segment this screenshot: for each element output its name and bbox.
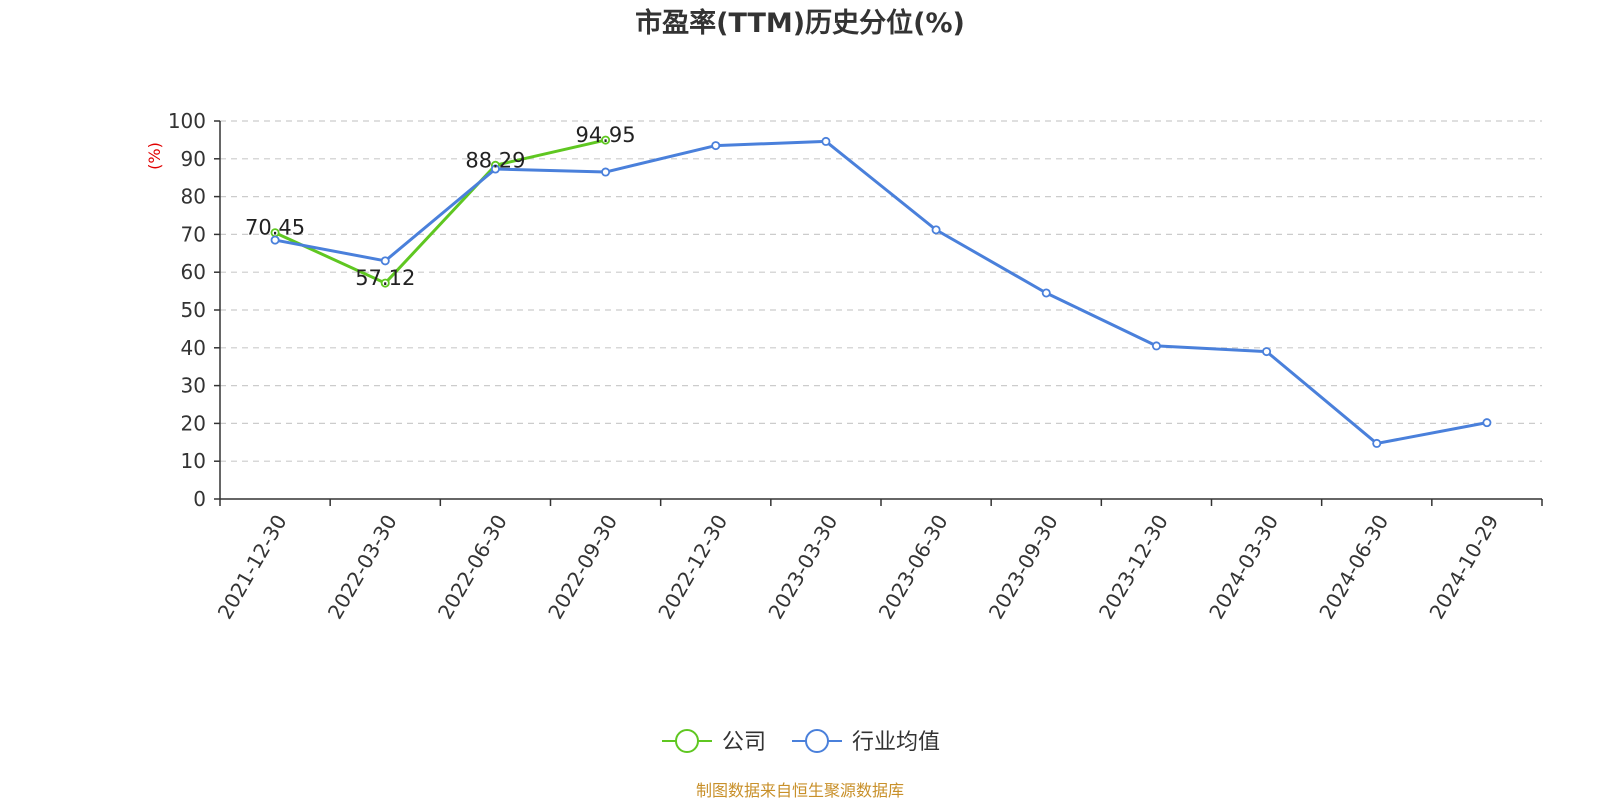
x-tick-label: 2022-12-30	[653, 511, 732, 624]
x-tick-label: 2023-06-30	[874, 510, 953, 623]
legend-item-0[interactable]: 公司	[662, 729, 766, 755]
x-tick-label: 2024-03-30	[1204, 511, 1283, 624]
grid-lines	[220, 120, 1542, 462]
series	[270, 135, 1492, 448]
data-point[interactable]	[380, 278, 390, 288]
y-tick-label: 40	[181, 336, 206, 360]
x-tick-label: 2022-03-30	[323, 511, 402, 624]
y-tick-label: 60	[181, 260, 206, 284]
y-tick-label: 90	[181, 147, 206, 171]
series-line-1	[274, 139, 1488, 445]
x-tick-label: 2023-03-30	[763, 511, 842, 624]
y-tick-label: 20	[181, 411, 206, 435]
data-point[interactable]	[1372, 438, 1382, 448]
chart-title: 市盈率(TTM)历史分位(%)	[635, 7, 965, 39]
data-point[interactable]	[490, 164, 500, 174]
y-tick-label: 100	[168, 109, 206, 133]
data-point[interactable]	[931, 225, 941, 235]
data-labels: 70.45 57.12 88.29 94.95	[245, 123, 636, 290]
y-tick-label: 80	[181, 185, 206, 209]
y-tick-label: 70	[181, 222, 206, 246]
x-tick-label: 2023-12-30	[1094, 511, 1173, 624]
data-point[interactable]	[1041, 288, 1051, 298]
data-point[interactable]	[1151, 341, 1161, 351]
y-tick-label: 30	[181, 374, 206, 398]
y-tick-label: 10	[181, 449, 206, 473]
data-point[interactable]	[270, 235, 280, 245]
data-label: 88.29	[465, 148, 525, 172]
data-label: 94.95	[576, 123, 636, 147]
series-line-0	[274, 138, 606, 285]
axes: 0 10 20 30 40 50 60 70 80 90 100 2021-12-30 2022-03-…	[168, 109, 1543, 624]
x-tick-label: 2021-12-30	[213, 511, 292, 624]
data-label: 57.12	[355, 266, 415, 290]
legend-marker	[675, 729, 699, 753]
x-tick-label: 2022-09-30	[543, 511, 622, 624]
legend-item-1[interactable]: 行业均值	[792, 729, 940, 755]
data-point[interactable]	[1482, 418, 1492, 428]
data-point[interactable]	[821, 136, 831, 146]
data-point[interactable]	[601, 135, 611, 145]
legend-label: 公司	[722, 730, 766, 755]
legend-label: 行业均值	[852, 730, 940, 755]
data-point[interactable]	[380, 256, 390, 266]
data-label: 70.45	[245, 216, 305, 240]
data-point[interactable]	[601, 167, 611, 177]
y-axis-unit-label: (%)	[145, 142, 164, 170]
legend-marker	[805, 729, 829, 753]
legend[interactable]: 公司 行业均值	[662, 729, 940, 755]
y-tick-label: 0	[193, 487, 206, 511]
x-tick-label: 2023-09-30	[984, 511, 1063, 624]
source-note: 制图数据来自恒生聚源数据库	[696, 781, 904, 800]
data-point[interactable]	[1262, 347, 1272, 357]
y-tick-label: 50	[181, 298, 206, 322]
x-tick-label: 2024-06-30	[1314, 511, 1393, 624]
data-point[interactable]	[711, 141, 721, 151]
x-tick-label: 2022-06-30	[433, 510, 512, 623]
x-tick-label: 2024-10-29	[1424, 511, 1503, 624]
